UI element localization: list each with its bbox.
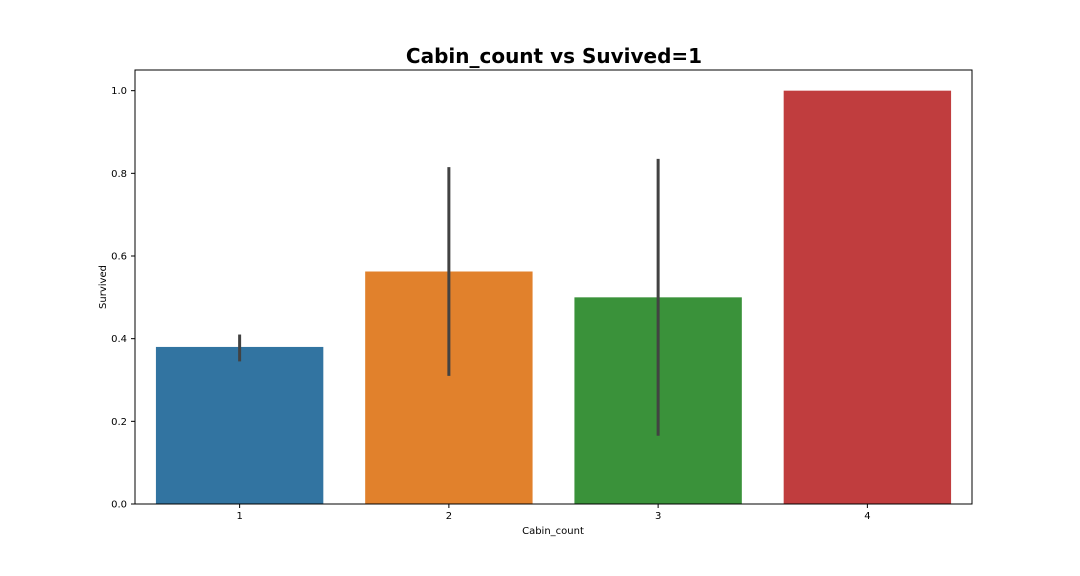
y-tick-label-4: 0.8 [111, 169, 127, 180]
x-axis-label: Cabin_count [522, 526, 584, 537]
x-tick-label-4: 4 [864, 511, 870, 522]
x-axis: 1 2 3 4 [236, 504, 871, 522]
y-tick-label-2: 0.4 [111, 334, 127, 345]
y-tick-label-5: 1.0 [111, 86, 127, 97]
x-tick-label-2: 2 [446, 511, 452, 522]
x-tick-label-1: 1 [236, 511, 242, 522]
x-tick-label-3: 3 [655, 511, 661, 522]
y-tick-label-3: 0.6 [111, 252, 127, 263]
y-axis-label: Survived [98, 265, 109, 309]
bar-4 [783, 90, 952, 505]
y-tick-label-1: 0.2 [111, 417, 127, 428]
y-axis: 0.0 0.2 0.4 0.6 0.8 1.0 [111, 86, 135, 511]
bar-1 [155, 346, 324, 504]
y-tick-label-0: 0.0 [111, 500, 127, 511]
error-bars-group [238, 158, 660, 436]
bars-group [155, 90, 952, 505]
plot-frame [134, 69, 973, 505]
chart-title: Cabin_count vs Suvived=1 [406, 44, 702, 68]
